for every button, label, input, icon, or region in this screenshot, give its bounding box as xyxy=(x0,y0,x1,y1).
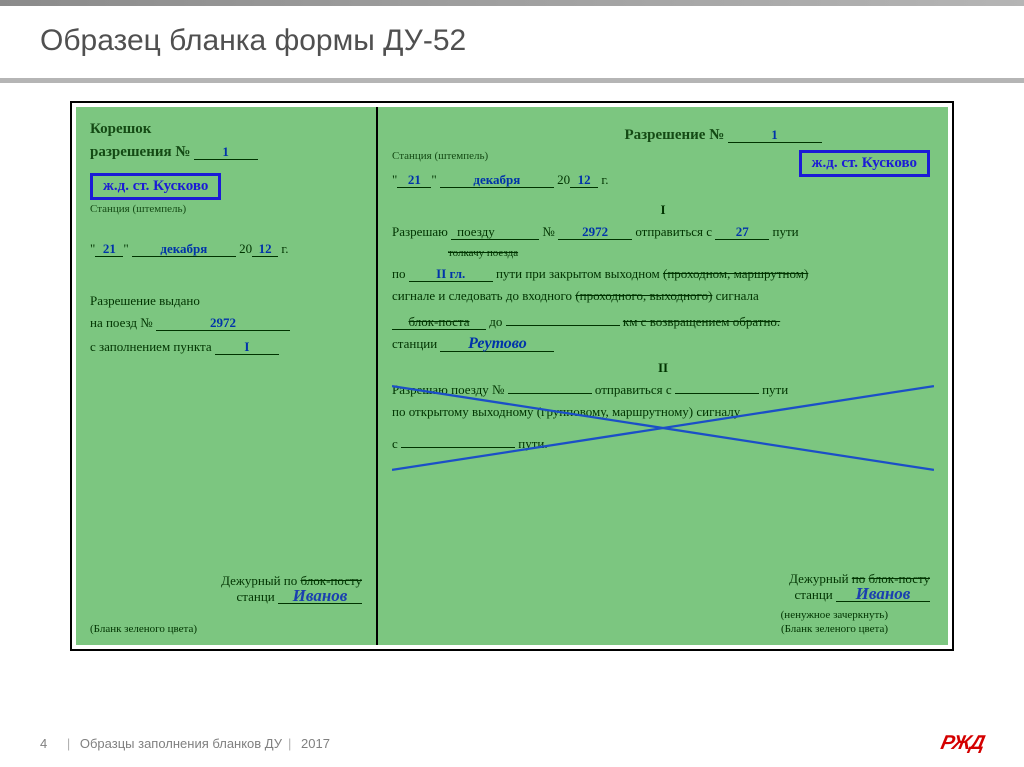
s1-km-blank xyxy=(506,325,620,326)
s1-poezdu: поезду xyxy=(451,225,539,240)
s1-mid2b-strike: (проходного, выходного) xyxy=(575,288,712,303)
permit-title: Разрешение № xyxy=(624,127,724,143)
stub-year: 12 xyxy=(252,242,278,257)
stub-signature: Иванов xyxy=(278,589,362,604)
footer-year: 2017 xyxy=(301,736,330,751)
s1-km-strike: км с возвращением обратно. xyxy=(623,314,780,329)
permit-stanci: станци xyxy=(794,587,832,602)
s1-depart: отправиться с xyxy=(635,224,712,239)
stub-station-stamp: ж.д. ст. Кусково xyxy=(90,173,221,200)
permit-month: декабря xyxy=(440,173,554,188)
permit-duty: Дежурный xyxy=(789,571,848,586)
stub-duty-label: Дежурный по xyxy=(221,573,297,588)
permit-blank-note: (Бланк зеленого цвета) xyxy=(781,623,888,635)
s1-mid1a: пути при закрытом выходном xyxy=(496,266,660,281)
s1-stancii: станции xyxy=(392,336,437,351)
s1-mid2a: сигнале и следовать до входного xyxy=(392,288,572,303)
du52-form: Корешок разрешения № 1 ж.д. ст. Кусково … xyxy=(76,107,948,645)
permit-day: 21 xyxy=(397,173,431,188)
footer-pagenum: 4 xyxy=(40,736,47,751)
stub-train-num: 2972 xyxy=(156,316,290,331)
permit-number: 1 xyxy=(728,128,822,143)
permit-year-suffix: г. xyxy=(598,172,608,187)
stub-month: декабря xyxy=(132,242,236,257)
footer-text: Образцы заполнения бланков ДУ xyxy=(80,736,282,751)
section-2-crossed: Разрешаю поезду № отправиться с пути по … xyxy=(392,382,934,472)
s1-allow: Разрешаю xyxy=(392,224,448,239)
s1-po: по xyxy=(392,266,405,281)
permit-signature: Иванов xyxy=(836,587,930,602)
s1-track: 27 xyxy=(715,225,769,240)
s1-mid1b-strike: (проходном, маршрутном) xyxy=(663,266,808,281)
permit-pane: Разрешение № 1 Станция (штемпель) "21" д… xyxy=(378,107,948,645)
year-suffix: г. xyxy=(278,241,288,256)
rzd-logo: РЖД xyxy=(939,732,986,755)
s1-mid2c: сигнала xyxy=(716,288,759,303)
permit-year: 12 xyxy=(570,173,598,188)
section-2-head: II xyxy=(392,360,934,376)
mid-accent-bar xyxy=(0,78,1024,83)
s1-dest: Реутово xyxy=(440,337,554,352)
stub-number: 1 xyxy=(194,145,258,160)
page-title: Образец бланка формы ДУ-52 xyxy=(40,24,984,58)
stub-train-label: на поезд № xyxy=(90,315,153,330)
s1-puti: пути xyxy=(773,224,799,239)
form-outer-border: Корешок разрешения № 1 ж.д. ст. Кусково … xyxy=(70,101,954,651)
permit-strike-note: (ненужное зачеркнуть) xyxy=(781,609,888,621)
stub-punkt-label: с заполнением пункта xyxy=(90,339,212,354)
s1-blokposta-strike: блок-поста xyxy=(392,315,486,330)
s1-tolkachu-strike: толкачу поезда xyxy=(448,247,518,259)
stub-stanci: станци xyxy=(236,589,274,604)
s1-track2: II гл. xyxy=(409,267,493,282)
section-1-head: I xyxy=(392,202,934,218)
permit-station-stamp: ж.д. ст. Кусково xyxy=(799,150,930,177)
stub-punkt: I xyxy=(215,340,279,355)
stub-pane: Корешок разрешения № 1 ж.д. ст. Кусково … xyxy=(76,107,376,645)
stub-day: 21 xyxy=(95,242,123,257)
s1-numsym: № xyxy=(542,224,554,239)
stub-heading-2: разрешения № xyxy=(90,144,190,160)
page-footer: 4 | Образцы заполнения бланков ДУ| 2017 … xyxy=(40,732,984,755)
cross-lines xyxy=(392,382,934,474)
stub-issued-label: Разрешение выдано xyxy=(90,293,362,309)
stub-heading-1: Корешок xyxy=(90,121,362,138)
permit-station-label: Станция (штемпель) xyxy=(392,150,609,162)
s1-do: до xyxy=(489,314,502,329)
stub-blank-note: (Бланк зеленого цвета) xyxy=(90,623,197,635)
stub-station-label: Станция (штемпель) xyxy=(90,203,362,215)
s1-train-num: 2972 xyxy=(558,225,632,240)
